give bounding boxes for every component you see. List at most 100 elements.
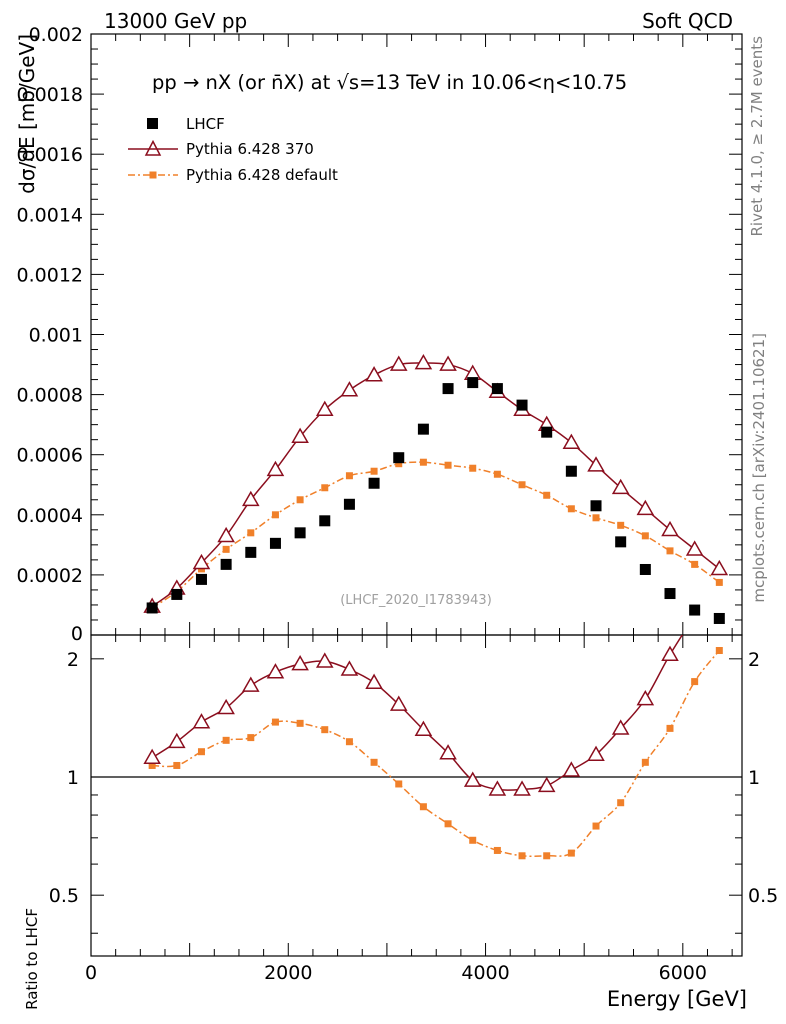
legend-label-pythia-370: Pythia 6.428 370 [186,140,314,158]
pythia-370-curve [151,362,720,608]
pythia-370-ratio-point [365,673,383,689]
pythia-default-point [666,547,674,555]
y-tick-label: 0.0002 [17,565,83,587]
pythia-default-ratio-point [271,718,279,726]
pythia-370-point [266,460,285,477]
header-left-label: 13000 GeV pp [104,9,247,33]
pythia-370-ratio-point [463,771,482,787]
lhcf-data-point [146,602,158,614]
pythia-default-ratio-point [444,820,452,828]
pythia-default-ratio-point [469,836,477,844]
pythia-default-ratio-point [222,736,230,744]
pythia-370-ratio-point [488,780,507,796]
y-tick-label: 0.0018 [17,84,83,106]
pythia-default-ratio-point [641,758,649,766]
pythia-default-point [617,521,625,529]
y-tick-label: 0.002 [29,24,83,46]
ratio-tick-label-right: 0.5 [748,885,778,907]
lhcf-data-point [245,546,257,558]
pythia-370-ratio-point [636,690,655,706]
pythia-default-ratio-point [345,738,353,746]
chart-title: pp → nX (or n̄X) at √s=13 TeV in 10.06<η… [152,71,627,94]
pythia-370-point [685,540,704,556]
pythia-370-ratio-curve [151,635,684,791]
pythia-default-point [518,481,526,489]
lhcf-data-point [319,515,331,527]
pythia-default-point [370,467,378,475]
x-tick-label: 4000 [461,962,509,984]
lhcf-data-point [269,537,281,549]
pythia-370-point [439,355,457,371]
pythia-370-ratio-point [661,645,679,661]
lhcf-data-point [590,500,602,512]
lhcf-data-point [664,588,676,600]
pythia-370-point [389,355,408,371]
side-label-mcplots: mcplots.cern.ch [arXiv:2401.10621] [750,333,768,603]
x-axis: 0 2000 4000 6000 [85,34,733,984]
pythia-370-point [315,400,334,416]
pythia-370-point [710,559,729,576]
lhcf-data-point [516,399,528,411]
lhcf-data-point [689,604,701,616]
pythia-default-ratio-point [197,748,205,756]
main-y-axis: 0 0.0002 0.0004 0.0006 0.0008 0.001 0.0012 0.00… [17,24,742,645]
pythia-default-ratio-point [247,734,255,742]
pythia-default-point [419,458,427,466]
side-label-rivet: Rivet 4.1.0, ≥ 2.7M events [748,36,766,237]
lhcf-data-point [565,465,577,477]
pythia-370-point [291,427,309,444]
pythia-370-ratio-point [513,780,531,796]
pythia-default-curve [151,461,720,609]
lhcf-data-point [417,423,429,435]
pythia-default-ratio-point [592,822,600,830]
pythia-default-ratio-point [493,846,501,854]
pythia-default-ratio-point [691,678,699,686]
header-right-label: Soft QCD [642,9,733,33]
pythia-default-point [271,511,279,519]
pythia-default-point [321,484,329,492]
legend: LHCF Pythia 6.428 370 Pythia 6.428 defau… [128,115,338,184]
lhcf-data-point [491,383,503,395]
pythia-default-point [567,505,575,513]
pythia-default-ratio-point [296,719,304,727]
lhcf-data-point [343,498,355,510]
main-series-group [143,354,729,624]
lhcf-data-point [713,612,725,624]
lhcf-data-point [639,563,651,575]
pythia-default-point [691,560,699,568]
pythia-370-point [365,366,383,382]
ratio-y-axis-title: Ratio to LHCF [23,908,41,1010]
pythia-370-ratio-point [291,655,309,671]
lhcf-data-point [171,588,183,600]
ratio-series-group [143,635,723,860]
pythia-370-point [192,553,211,570]
y-axis-title: dσ/dE [mb/GeV] [15,34,39,194]
lhcf-data-point [220,558,232,570]
pythia-default-ratio-point [567,849,575,857]
pythia-default-point [493,470,501,478]
pythia-370-ratio-point [266,663,285,679]
legend-label-lhcf: LHCF [186,115,225,133]
lhcf-data-point [195,573,207,585]
pythia-default-point [469,464,477,472]
lhcf-data-point [393,452,405,464]
pythia-370-point [217,526,235,543]
pythia-default-point [345,472,353,480]
y-tick-label: 0.0014 [17,204,83,226]
pythia-default-ratio-point [518,852,526,860]
ratio-tick-label-left: 1 [67,767,79,789]
lhcf-data-point [442,383,454,395]
pythia-370-ratio-point [611,719,630,735]
x-tick-label: 6000 [659,962,707,984]
ratio-tick-label-left: 2 [67,649,79,671]
pythia-default-point [247,529,255,537]
pythia-370-ratio-point [439,744,457,760]
pythia-default-ratio-point [617,799,625,807]
pythia-370-point [636,499,655,516]
legend-label-pythia-default: Pythia 6.428 default [186,166,338,184]
lhcf-data-point [368,477,380,489]
pythia-default-ratio-point [321,726,329,734]
pythia-default-point [296,496,304,504]
pythia-default-ratio-point [543,852,551,860]
